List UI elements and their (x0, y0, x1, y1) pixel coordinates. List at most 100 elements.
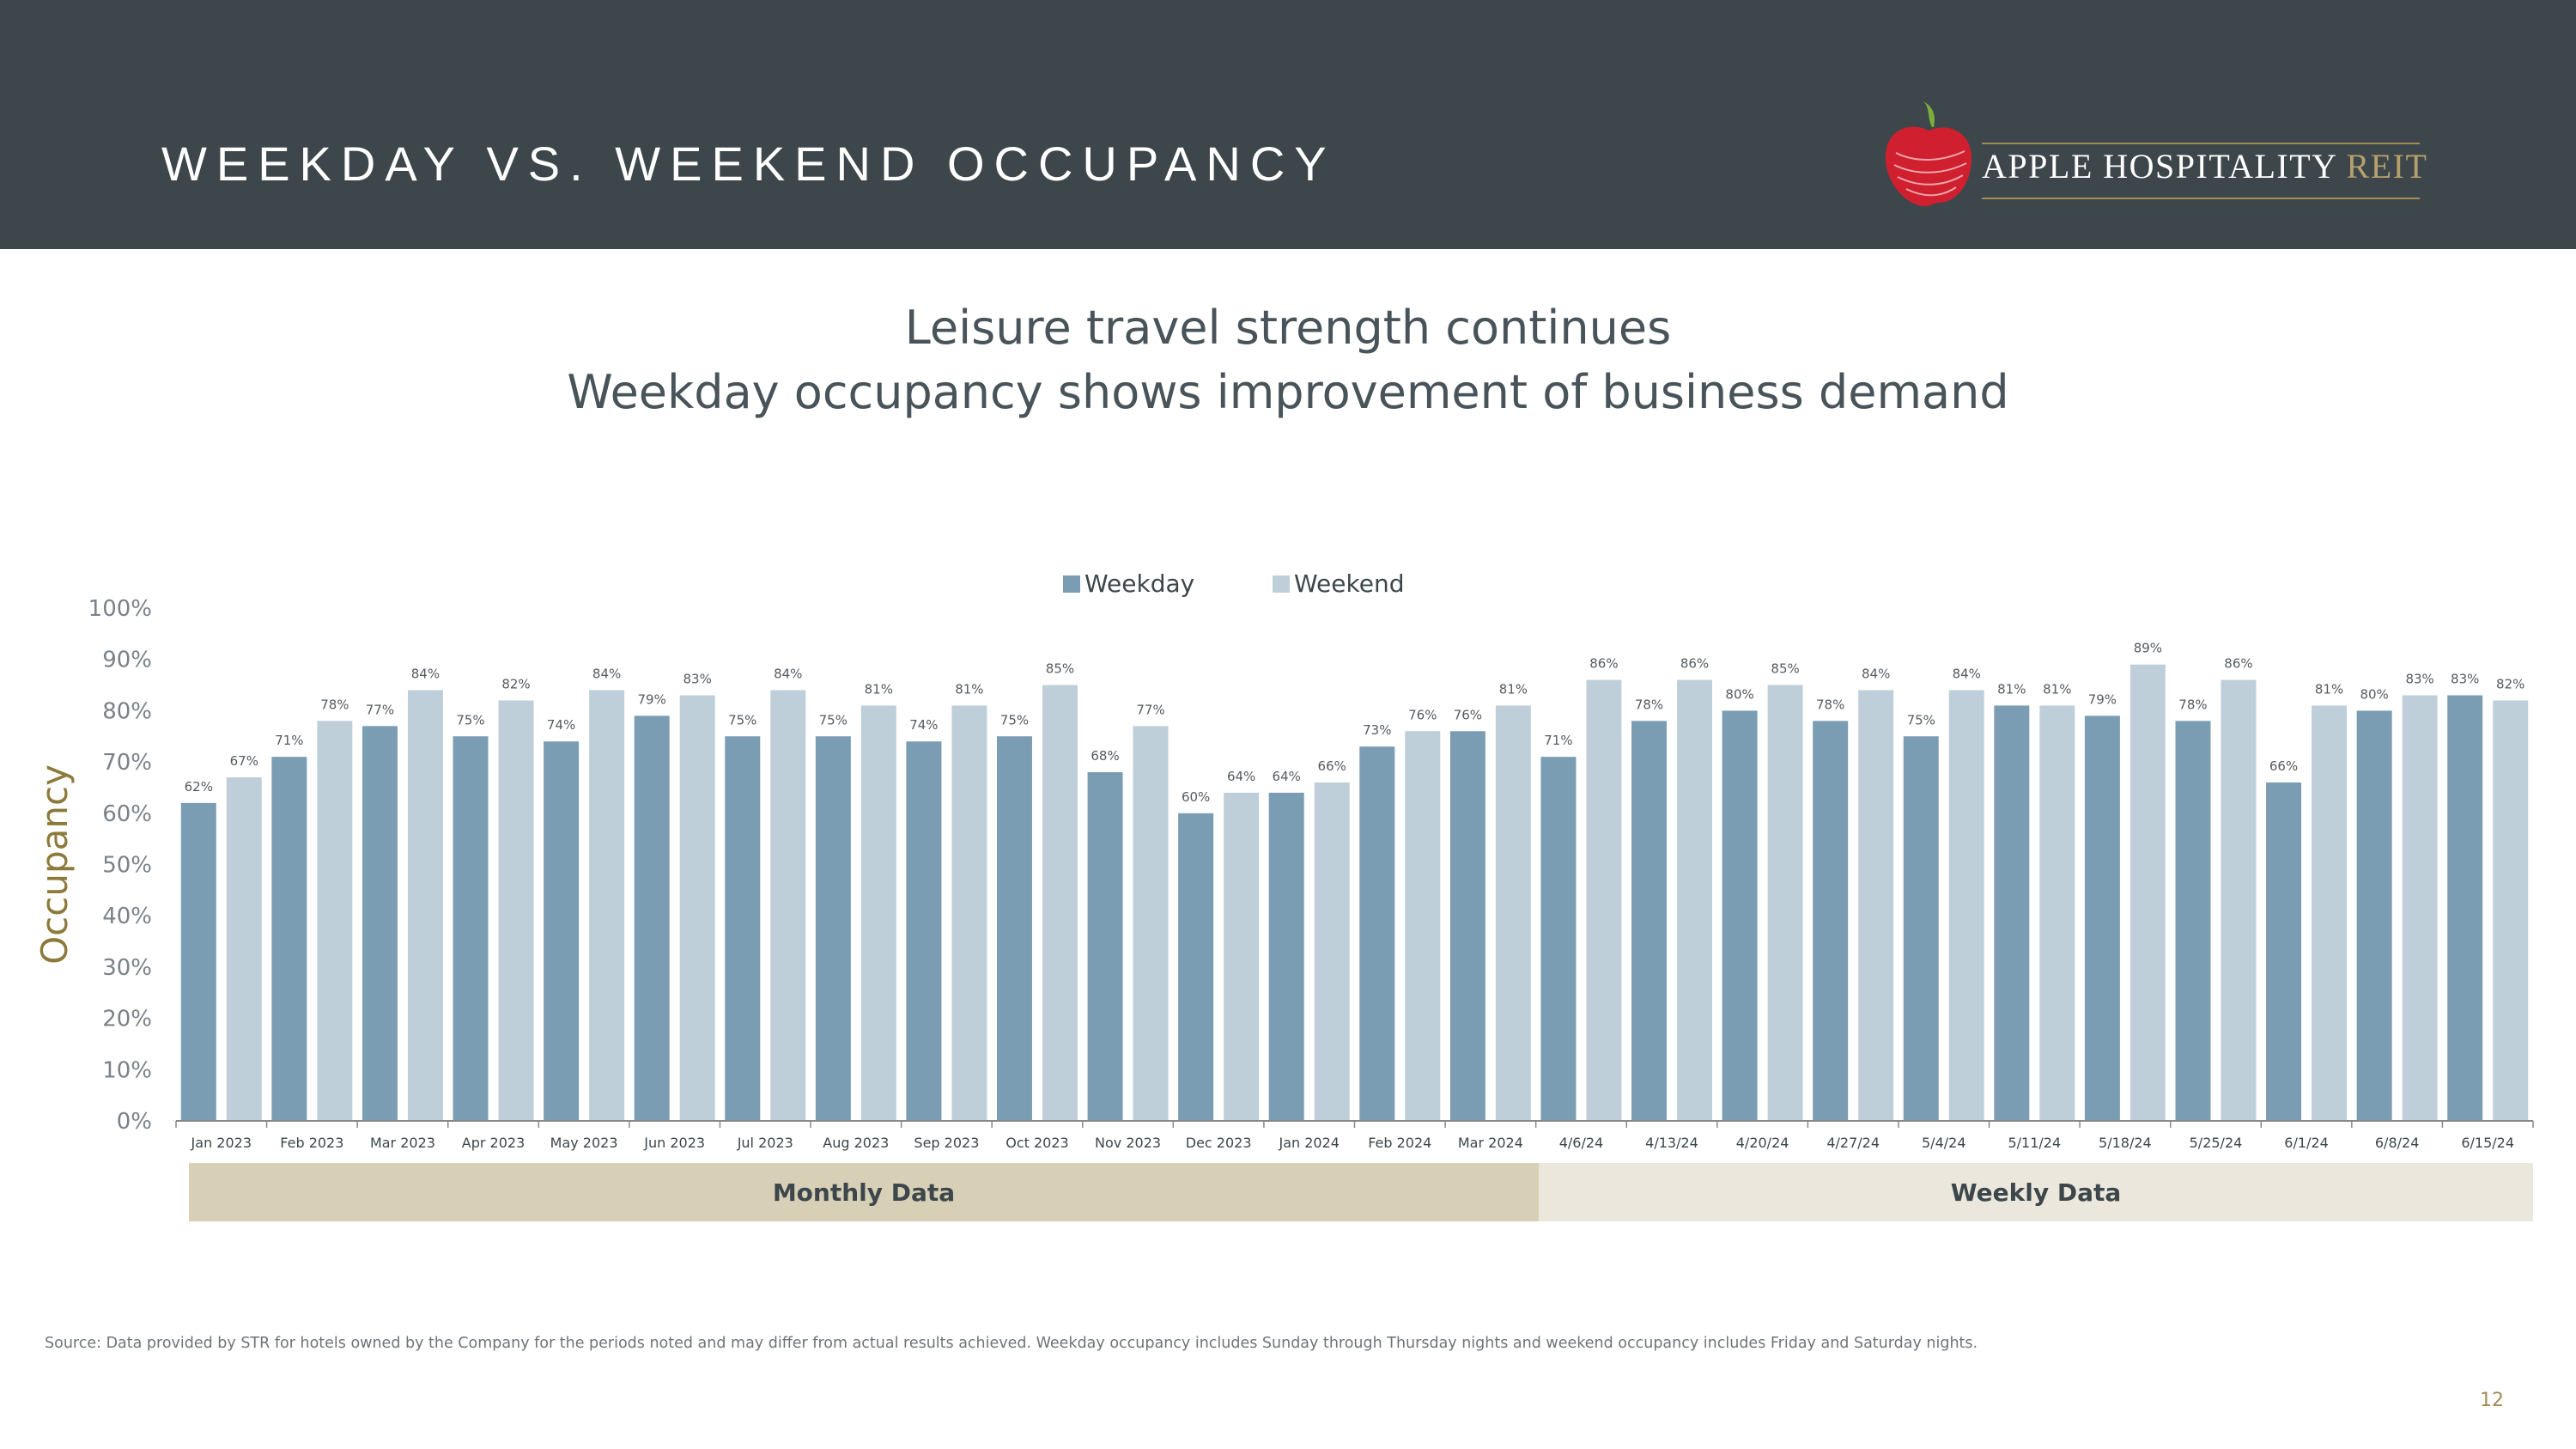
weekend-bar (951, 705, 987, 1121)
weekend-bar (2039, 705, 2075, 1121)
weekend-bar (2493, 700, 2529, 1121)
weekend-bar (2221, 679, 2257, 1121)
weekend-data-label: 84% (1953, 667, 1981, 682)
weekend-bar (1948, 690, 1984, 1121)
weekend-data-label: 84% (411, 667, 440, 682)
weekend-bar (1405, 731, 1441, 1121)
logo-main-text: APPLE HOSPITALITY (1982, 147, 2337, 186)
x-tick-label: Oct 2023 (1005, 1135, 1068, 1151)
weekday-data-label: 78% (1635, 697, 1663, 712)
weekday-bar (1268, 792, 1304, 1121)
weekday-data-label: 71% (1544, 733, 1572, 748)
weekday-bar (996, 736, 1032, 1121)
y-tick-label: 80% (102, 698, 152, 724)
weekend-bar (770, 690, 806, 1121)
weekend-data-label: 86% (1680, 656, 1709, 672)
y-tick-label: 100% (88, 596, 152, 622)
weekday-bar (544, 741, 580, 1121)
weekend-bar (1858, 690, 1894, 1121)
weekday-bar (1994, 705, 2030, 1121)
weekend-bar (1677, 679, 1713, 1121)
x-tick-label: Mar 2024 (1458, 1135, 1523, 1151)
x-tick-label: Sep 2023 (914, 1135, 979, 1151)
x-tick-label: 5/25/24 (2190, 1135, 2243, 1151)
weekday-bar (1178, 813, 1214, 1121)
y-tick-label: 90% (102, 648, 152, 673)
x-tick-label: 4/13/24 (1645, 1135, 1698, 1151)
weekday-bar (180, 802, 216, 1121)
y-tick-label: 60% (102, 801, 152, 827)
weekday-data-label: 68% (1091, 748, 1119, 764)
weekday-bar (2356, 710, 2392, 1121)
weekday-data-label: 74% (547, 717, 575, 733)
weekend-bar (226, 777, 262, 1121)
x-tick-label: Jun 2023 (643, 1135, 705, 1151)
weekend-data-label: 84% (592, 667, 621, 682)
weekday-data-label: 75% (728, 712, 756, 728)
x-tick-label: 4/6/24 (1559, 1135, 1604, 1151)
weekday-bar (725, 736, 761, 1121)
x-tick-label: 4/27/24 (1826, 1135, 1880, 1151)
weekday-bar (2084, 715, 2120, 1121)
weekend-bar (860, 705, 896, 1121)
weekend-data-label: 84% (774, 667, 802, 682)
weekday-data-label: 80% (2360, 686, 2388, 702)
x-tick-label: 5/4/24 (1922, 1135, 1966, 1151)
weekend-bar (1495, 705, 1531, 1121)
weekend-data-label: 81% (955, 681, 983, 697)
weekday-data-label: 73% (1363, 722, 1391, 738)
weekend-bar (1224, 792, 1260, 1121)
y-tick-label: 20% (102, 1007, 152, 1032)
weekend-data-label: 81% (1499, 681, 1528, 697)
weekday-bar (1087, 772, 1123, 1121)
weekend-data-label: 82% (501, 676, 530, 691)
y-tick-label: 50% (102, 853, 152, 879)
logo-rule-bottom (1982, 198, 2420, 199)
x-tick-label: 6/8/24 (2375, 1135, 2420, 1151)
x-tick-label: 6/15/24 (2461, 1135, 2514, 1151)
weekday-data-label: 74% (909, 717, 938, 733)
y-tick-label: 10% (102, 1057, 152, 1083)
weekday-data-label: 80% (1725, 686, 1753, 702)
weekend-bar (2312, 705, 2348, 1121)
weekend-bar (1586, 679, 1622, 1121)
x-tick-label: Nov 2023 (1095, 1135, 1161, 1151)
weekday-data-label: 78% (1816, 697, 1844, 712)
x-tick-label: May 2023 (550, 1135, 618, 1151)
weekend-bar (2402, 695, 2438, 1121)
weekend-data-label: 81% (865, 681, 893, 697)
logo-accent-text: REIT (2346, 147, 2428, 186)
weekend-data-label: 81% (2043, 681, 2071, 697)
weekend-data-label: 81% (2315, 681, 2343, 697)
weekday-data-label: 62% (185, 779, 213, 795)
weekend-data-label: 82% (2496, 676, 2524, 691)
weekday-data-label: 83% (2451, 671, 2479, 686)
x-tick-label: Apr 2023 (462, 1135, 525, 1151)
weekday-data-label: 75% (456, 712, 484, 728)
weekday-bar (2175, 721, 2211, 1121)
weekday-bar (1903, 736, 1939, 1121)
logo-wordmark: APPLE HOSPITALITY REIT (1982, 146, 2427, 186)
weekday-bar (1813, 721, 1849, 1121)
weekend-data-label: 66% (1318, 758, 1346, 774)
company-logo: APPLE HOSPITALITY REIT (1879, 101, 2428, 213)
x-tick-label: Jan 2024 (1278, 1135, 1339, 1151)
y-axis-title: Occupancy (33, 764, 76, 965)
page-number: 12 (2480, 1390, 2504, 1411)
weekday-data-label: 78% (2178, 697, 2207, 712)
weekend-data-label: 77% (1136, 702, 1164, 717)
weekend-bar (317, 721, 353, 1121)
weekend-data-label: 89% (2134, 641, 2162, 656)
weekly-data-band: Weekly Data (1539, 1163, 2533, 1221)
weekday-bar (1359, 746, 1395, 1121)
legend-weekday-swatch (1063, 575, 1080, 593)
weekend-data-label: 64% (1227, 769, 1255, 784)
weekend-data-label: 83% (2405, 671, 2433, 686)
y-tick-label: 0% (117, 1109, 152, 1135)
weekday-data-label: 75% (1000, 712, 1029, 728)
x-tick-label: Jan 2023 (191, 1135, 252, 1151)
weekend-bar (2129, 664, 2166, 1121)
weekday-bar (906, 741, 942, 1121)
logo-rule-top (1982, 143, 2420, 144)
